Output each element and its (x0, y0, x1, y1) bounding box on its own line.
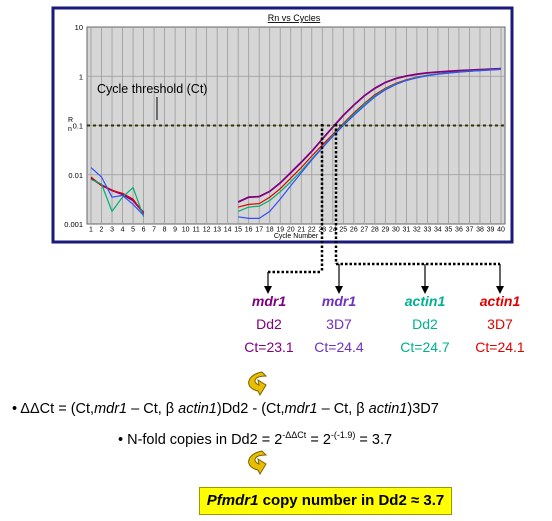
result-gene: Pfmdr1 (206, 492, 259, 509)
x-tick-label: 2 (100, 227, 104, 234)
y-ticks: 10 1 0.1 0.01 0.001 (64, 23, 83, 229)
series-line-4-late (238, 68, 502, 219)
strain-name: 3D7 (487, 316, 513, 332)
x-tick-label: 9 (173, 227, 177, 234)
series-lines (90, 67, 502, 219)
y-tick-label: 10 (75, 23, 83, 32)
y-axis-label: R (68, 117, 73, 124)
column-arrows (264, 264, 504, 294)
x-tick-label: 6 (142, 227, 146, 234)
chart-title: Rn vs Cycles (268, 13, 321, 23)
x-tick-label: 20 (287, 227, 295, 234)
gene-name: mdr1 (321, 293, 357, 309)
strain-name: 3D7 (326, 316, 352, 332)
column-mdr1-dd2: mdr1 Dd2 Ct=23.1 (229, 292, 309, 356)
x-tick-label: 17 (255, 227, 263, 234)
ct-value: Ct=23.1 (244, 339, 294, 355)
y-tick-label: 0.1 (73, 122, 83, 131)
x-tick-label: 16 (245, 227, 253, 234)
x-tick-label: 29 (381, 227, 389, 234)
x-tick-label: 34 (434, 227, 442, 234)
x-tick-label: 30 (392, 227, 400, 234)
x-axis-label: Cycle Number (274, 233, 319, 240)
curved-arrow-icon (248, 371, 268, 397)
ct-value: Ct=24.7 (400, 339, 450, 355)
strain-name: Dd2 (256, 316, 282, 332)
y-tick-label: 0.001 (64, 220, 83, 229)
x-tick-label: 18 (266, 227, 274, 234)
x-tick-label: 39 (487, 227, 495, 234)
curved-arrow-icon (248, 450, 268, 476)
x-tick-label: 24 (329, 227, 337, 234)
y-tick-label: 1 (79, 72, 83, 81)
series-line-1-late (237, 67, 502, 203)
ct-value: Ct=24.1 (475, 339, 525, 355)
series-line-3-early (90, 178, 145, 218)
x-tick-label: 12 (203, 227, 211, 234)
result-text: copy number in Dd2 ≈ 3.7 (258, 492, 445, 509)
threshold-label: Cycle threshold (Ct) (97, 82, 207, 96)
x-tick-label: 10 (182, 227, 190, 234)
x-tick-label: 37 (466, 227, 474, 234)
y-axis-label-sub: n (68, 126, 72, 133)
x-tick-label: 5 (131, 227, 135, 234)
ddct-equation: • ΔΔCt = (Ct,mdr1 – Ct, β actin1)Dd2 - (… (12, 401, 439, 417)
x-tick-label: 31 (402, 227, 410, 234)
x-tick-label: 36 (455, 227, 463, 234)
series-line-4-early (90, 167, 145, 216)
x-tick-label: 1 (89, 227, 93, 234)
series-line-2-early (90, 176, 145, 215)
x-tick-label: 7 (152, 227, 156, 234)
strain-name: Dd2 (412, 316, 438, 332)
x-tick-label: 13 (213, 227, 221, 234)
ct-value: Ct=24.4 (314, 339, 364, 355)
x-tick-label: 38 (476, 227, 484, 234)
column-actin1-dd2: actin1 Dd2 Ct=24.7 (385, 292, 465, 356)
y-tick-label: 0.01 (68, 171, 83, 180)
x-tick-label: 32 (413, 227, 421, 234)
x-tick-label: 26 (350, 227, 358, 234)
x-tick-label: 8 (163, 227, 167, 234)
result-highlight: Pfmdr1 copy number in Dd2 ≈ 3.7 (199, 487, 452, 515)
x-tick-label: 40 (497, 227, 505, 234)
x-tick-label: 28 (371, 227, 379, 234)
grid (87, 27, 505, 224)
x-tick-label: 4 (121, 227, 125, 234)
x-tick-label: 22 (308, 227, 316, 234)
x-tick-label: 25 (339, 227, 347, 234)
gene-name: actin1 (479, 293, 521, 309)
x-tick-label: 3 (110, 227, 114, 234)
x-tick-label: 27 (360, 227, 368, 234)
x-tick-label: 14 (224, 227, 232, 234)
x-tick-label: 15 (234, 227, 242, 234)
column-mdr1-3d7: mdr1 3D7 Ct=24.4 (299, 292, 379, 356)
gene-name: mdr1 (251, 293, 287, 309)
gene-name: actin1 (404, 293, 446, 309)
x-tick-label: 33 (424, 227, 432, 234)
x-tick-label: 35 (445, 227, 453, 234)
nfold-equation: • N-fold copies in Dd2 = 2-ΔΔCt = 2-(-1.… (118, 430, 393, 448)
x-tick-label: 11 (192, 227, 199, 234)
x-tick-label: 19 (276, 227, 284, 234)
column-actin1-3d7: actin1 3D7 Ct=24.1 (460, 292, 540, 356)
x-tick-label: 21 (297, 227, 305, 234)
ct-connector (268, 124, 500, 274)
